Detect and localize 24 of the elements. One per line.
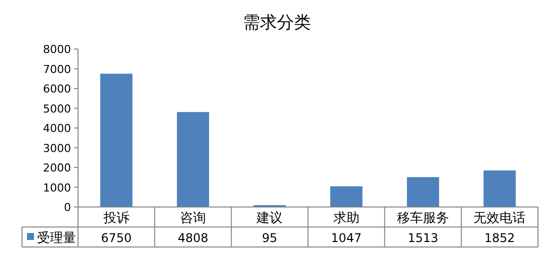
- xtick: 移车服务: [397, 211, 449, 226]
- legend: 受理量: [27, 231, 76, 246]
- ytick: 1000: [43, 181, 71, 194]
- ytick: 3000: [43, 142, 71, 155]
- xtick: 投诉: [103, 211, 130, 226]
- data-label: 1047: [331, 231, 362, 245]
- xtick: 无效电话: [474, 211, 526, 226]
- xtick: 求助: [333, 211, 360, 226]
- data-label: 1852: [484, 231, 515, 245]
- ytick: 7000: [43, 62, 71, 76]
- data-label: 1513: [408, 231, 438, 245]
- data-label: 4808: [178, 231, 208, 245]
- ytick: 4000: [43, 122, 71, 135]
- title: 需求分类: [243, 13, 311, 33]
- ytick: 5000: [43, 102, 71, 116]
- ytick: 8000: [43, 43, 71, 56]
- data-label: 95: [262, 231, 278, 245]
- ytick: 2000: [43, 162, 71, 174]
- ytick: 0: [64, 201, 71, 214]
- data-label: 6750: [101, 231, 132, 245]
- ytick: 6000: [43, 82, 71, 96]
- legend-label: 受理量: [37, 231, 76, 246]
- xtick: 建议: [256, 211, 283, 226]
- xtick: 咨询: [180, 211, 206, 226]
